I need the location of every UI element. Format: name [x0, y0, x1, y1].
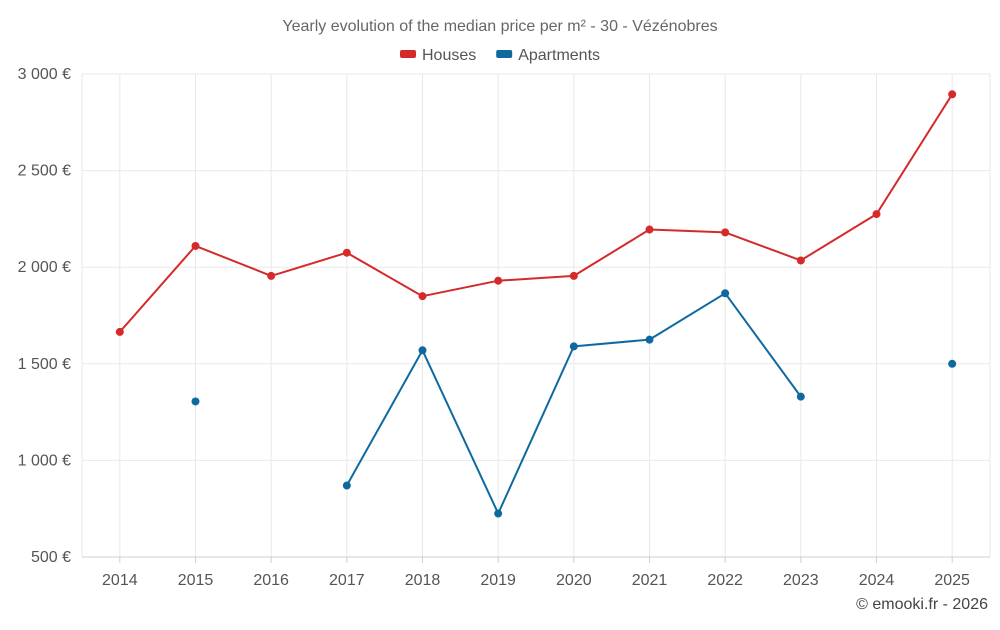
x-tick-label: 2016: [253, 572, 289, 589]
data-point-apartments-2025[interactable]: [948, 359, 957, 368]
axes: 500 € 1 000 € 1 500 € 2 000 € 2 500 € 3 000 €…: [18, 66, 990, 589]
data-point-houses-2014[interactable]: [115, 327, 124, 336]
data-point-houses-2022[interactable]: [721, 228, 730, 237]
data-point-houses-2019[interactable]: [494, 276, 503, 285]
data-point-apartments-2023[interactable]: [796, 392, 805, 401]
data-point-houses-2023[interactable]: [796, 256, 805, 265]
x-tick-label: 2021: [632, 572, 668, 589]
x-tick-label: 2024: [859, 572, 895, 589]
data-point-apartments-2021[interactable]: [645, 335, 654, 344]
data-point-houses-2018[interactable]: [418, 292, 427, 301]
y-tick-label: 500 €: [31, 549, 71, 566]
data-point-apartments-2015[interactable]: [191, 397, 200, 406]
y-tick-label: 3 000 €: [18, 66, 71, 83]
data-point-houses-2020[interactable]: [569, 271, 578, 280]
data-point-apartments-2018[interactable]: [418, 346, 427, 355]
x-tick-label: 2025: [934, 572, 970, 589]
data-point-houses-2015[interactable]: [191, 241, 200, 250]
y-tick-label: 2 500 €: [18, 163, 71, 180]
series: [115, 90, 957, 518]
data-point-houses-2017[interactable]: [342, 248, 351, 257]
series-line-houses: [119, 93, 954, 333]
legend-label: Houses: [422, 47, 476, 64]
series-apartments: [191, 289, 957, 518]
x-tick-label: 2023: [783, 572, 819, 589]
legend-item-apartments[interactable]: Apartments: [496, 47, 600, 64]
y-tick-label: 2 000 €: [18, 259, 71, 276]
chart-title: Yearly evolution of the median price per…: [282, 18, 717, 35]
legend-swatch: [400, 50, 416, 58]
x-tick-label: 2020: [556, 572, 592, 589]
credit-text: © emooki.fr - 2026: [856, 596, 988, 613]
x-tick-label: 2018: [405, 572, 441, 589]
x-tick-label: 2015: [178, 572, 214, 589]
grid: [81, 73, 991, 557]
data-point-apartments-2022[interactable]: [721, 289, 730, 298]
y-tick-label: 1 500 €: [18, 356, 71, 373]
series-houses: [115, 90, 957, 336]
data-point-houses-2016[interactable]: [267, 271, 276, 280]
x-tick-label: 2017: [329, 572, 365, 589]
legend-label: Apartments: [518, 47, 600, 64]
data-point-apartments-2020[interactable]: [569, 342, 578, 351]
data-point-houses-2025[interactable]: [948, 90, 957, 99]
x-tick-label: 2022: [707, 572, 743, 589]
legend: Houses Apartments: [400, 47, 600, 64]
data-point-apartments-2019[interactable]: [494, 509, 503, 518]
data-point-apartments-2017[interactable]: [342, 481, 351, 490]
legend-swatch: [496, 50, 513, 58]
x-tick-label: 2019: [480, 572, 516, 589]
x-tick-label: 2014: [102, 572, 138, 589]
y-tick-label: 1 000 €: [18, 452, 71, 469]
data-point-houses-2021[interactable]: [645, 225, 654, 234]
data-point-houses-2024[interactable]: [872, 210, 881, 219]
legend-item-houses[interactable]: Houses: [400, 47, 476, 64]
